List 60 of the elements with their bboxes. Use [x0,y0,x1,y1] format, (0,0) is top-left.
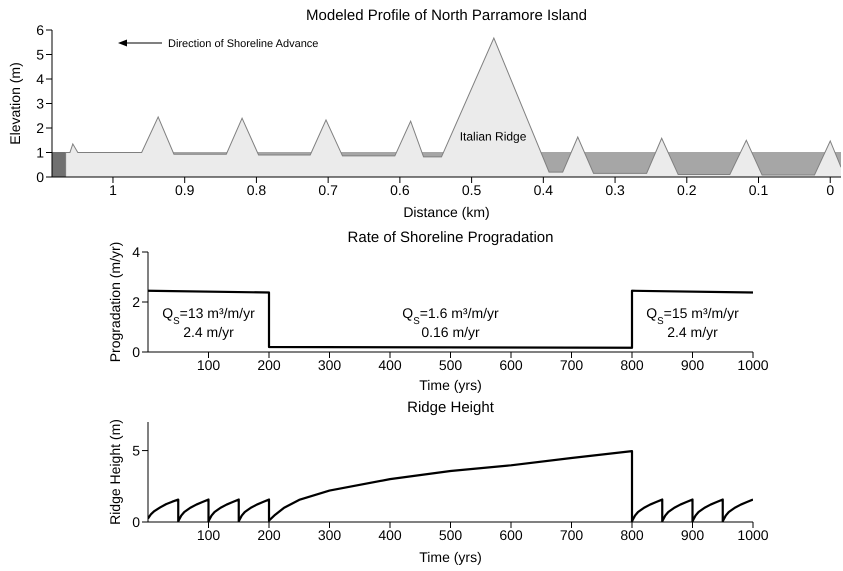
x-tick-label: 0.3 [605,182,625,198]
x-axis-title: Distance (km) [403,204,490,220]
x-axis-title: Time (yrs) [419,377,482,393]
x-tick-label: 1000 [737,356,769,373]
x-tick-label: 800 [620,526,644,543]
x-tick-label: 100 [196,526,220,543]
x-tick-label: 0.6 [390,182,410,198]
x-tick-label: 300 [318,526,342,543]
y-tick-label: 0 [132,514,140,530]
x-tick-label: 0.8 [246,182,266,198]
y-tick-label: 0 [132,344,140,360]
x-tick-label: 600 [499,526,523,543]
annotation: Q$_{S}$=15 m³/m/yr [646,305,740,326]
y-tick-label: 6 [36,22,44,38]
y-axis-title: Progradation (m/yr) [107,242,123,362]
chart-title: Modeled Profile of North Parramore Island [305,6,588,26]
x-tick-label: 0.4 [534,182,554,198]
x-tick-label: 0.5 [462,182,482,198]
x-axis-title: Time (yrs) [419,549,482,565]
annotation: Q$_{S}$=13 m³/m/yr [162,305,256,326]
y-tick-label: 5 [132,442,140,459]
y-tick-label: 4 [132,244,140,260]
x-tick-label: 0.9 [174,182,195,198]
x-tick-label: 200 [257,526,281,543]
x-tick-label: 200 [257,356,281,373]
y-tick-label: 3 [36,95,44,112]
y-tick-label: 4 [36,70,44,87]
x-tick-label: 700 [560,356,584,373]
x-tick-label: 600 [499,356,523,373]
x-tick-label: 1 [109,182,118,198]
x-tick-label: 400 [378,526,402,543]
x-tick-label: 900 [680,526,704,543]
x-tick-label: 500 [438,356,462,373]
x-tick-label: 0.1 [748,182,768,198]
x-tick-label: 0 [826,182,834,198]
annotation: Direction of Shoreline Advance [168,38,318,50]
x-tick-label: 900 [680,356,704,373]
annotation: 0.16 m/yr [421,324,480,340]
annotation: 2.4 m/yr [183,324,234,340]
x-tick-label: 300 [318,356,342,373]
x-tick-label: 700 [560,526,584,543]
x-tick-label: 500 [438,526,462,543]
y-tick-label: 2 [132,294,140,310]
y-tick-label: 2 [36,120,44,136]
annotation: Q$_{S}$=1.6 m³/m/yr [402,305,500,326]
annotation: 2.4 m/yr [667,324,718,340]
x-tick-label: 0.7 [318,182,338,198]
y-tick-label: 0 [36,168,44,185]
chart-title: Rate of Shoreline Progradation [346,228,554,248]
y-axis-title: Ridge Height (m) [107,419,123,525]
chart-title: Ridge Height [406,398,495,418]
y-tick-label: 5 [36,46,44,62]
x-tick-label: 800 [620,356,644,373]
y-axis-title: Elevation (m) [7,62,23,145]
y-tick-label: 1 [36,144,44,160]
x-tick-label: 1000 [737,526,769,543]
x-tick-label: 400 [378,356,402,373]
x-tick-label: 0.2 [677,182,697,198]
x-tick-label: 100 [196,356,220,373]
annotation: Italian Ridge [460,129,527,144]
